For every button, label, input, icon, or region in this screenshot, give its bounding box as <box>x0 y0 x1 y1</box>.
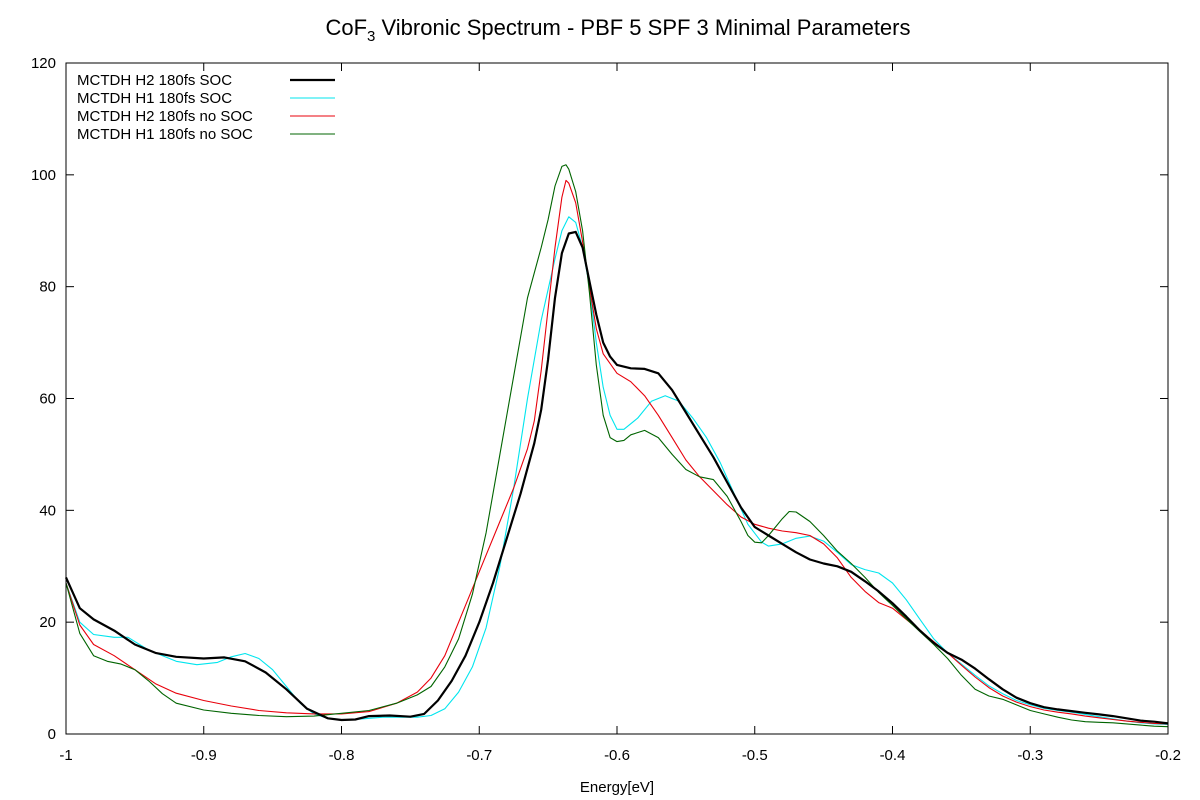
y-axis: 0 20 40 60 80 100 120 <box>31 55 1168 743</box>
x-axis-label: Energy[eV] <box>580 779 654 796</box>
series-lines <box>64 164 1169 728</box>
plot-frame <box>65 62 1169 735</box>
x-tick-label: -0.8 <box>329 747 355 764</box>
series-line <box>65 179 1169 725</box>
x-axis: -1 -0.9 -0.8 -0.7 -0.6 -0.5 -0.4 -0.3 -0.2 <box>59 63 1181 764</box>
legend-label: MCTDH H1 180fs no SOC <box>77 126 253 143</box>
x-tick-label: -0.2 <box>1155 747 1181 764</box>
y-tick-label: 120 <box>31 55 56 72</box>
y-tick-label: 0 <box>48 726 56 743</box>
x-tick-label: -0.6 <box>604 747 630 764</box>
y-tick-label: 100 <box>31 167 56 184</box>
x-tick-label: -0.5 <box>742 747 768 764</box>
legend-label: MCTDH H2 180fs SOC <box>77 72 232 89</box>
series-line <box>65 216 1169 726</box>
series-line <box>64 230 1169 725</box>
chart-title: CoF3 Vibronic Spectrum - PBF 5 SPF 3 Min… <box>325 15 910 45</box>
x-tick-label: -0.7 <box>466 747 492 764</box>
y-tick-label: 80 <box>39 279 56 296</box>
y-tick-label: 40 <box>39 502 56 519</box>
series-line <box>65 164 1169 728</box>
x-tick-label: -0.9 <box>191 747 217 764</box>
legend-label: MCTDH H1 180fs SOC <box>77 90 232 107</box>
y-tick-label: 20 <box>39 614 56 631</box>
x-tick-label: -0.3 <box>1017 747 1043 764</box>
y-tick-label: 60 <box>39 391 56 408</box>
x-tick-label: -0.4 <box>880 747 906 764</box>
legend-label: MCTDH H2 180fs no SOC <box>77 108 253 125</box>
x-tick-label: -1 <box>59 747 72 764</box>
